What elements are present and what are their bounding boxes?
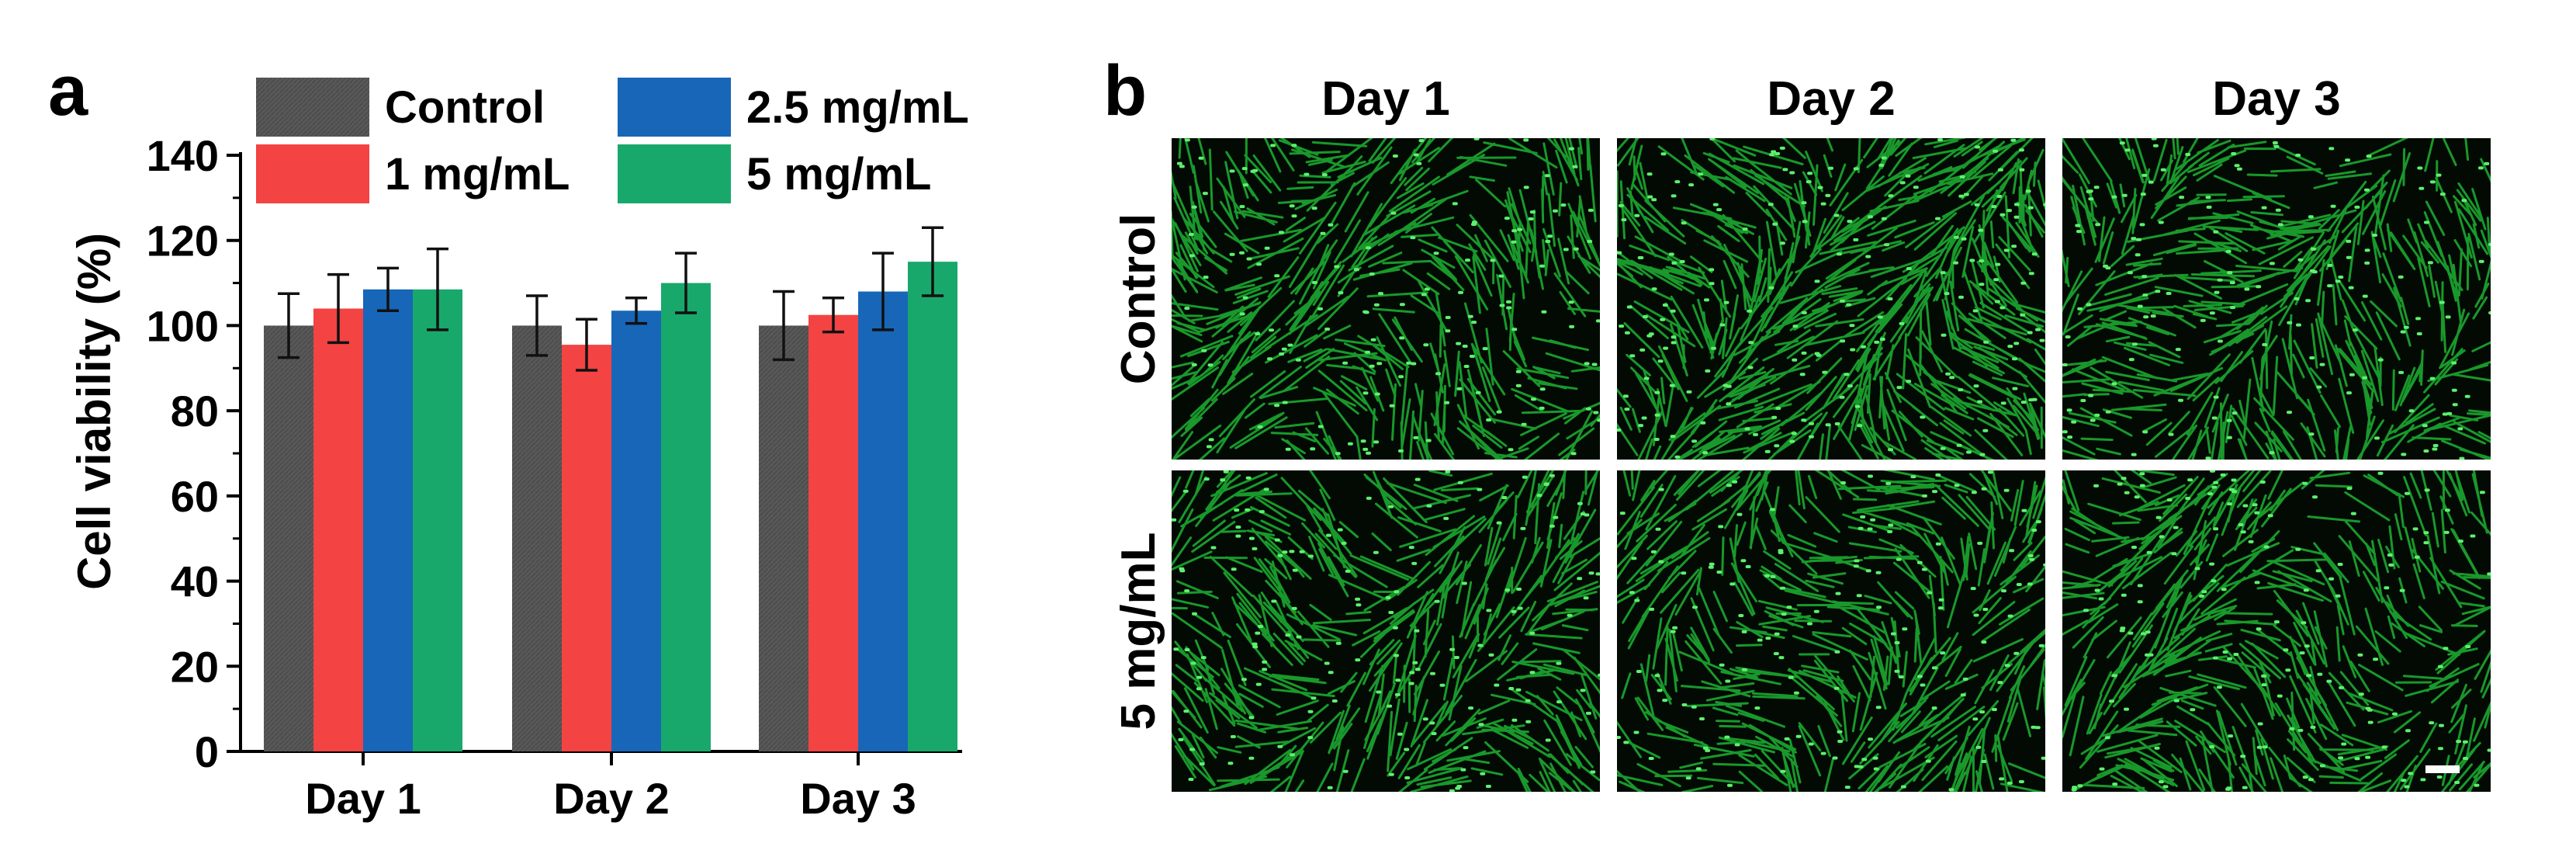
error-bar [427,247,448,331]
error-bar [773,290,795,362]
x-tick-label: Day 3 [800,774,916,823]
bar-5-mg-ml-day-1 [413,289,462,751]
legend-swatch [256,78,369,137]
cell-strokes [1172,470,1600,792]
error-bar [625,297,647,325]
plot-area: 0 20 40 60 80 100 120 140 Day 1 Day 2 Day 3 [147,131,962,823]
micrograph-cells [1172,138,1600,460]
bar-2-5-mg-ml-day-1 [363,289,413,751]
error-bar [327,272,349,345]
bar-control-day-2 [512,325,562,751]
bar-control-day-1 [264,325,313,751]
error-bar [278,292,299,359]
micrograph-5mg-day2 [1617,470,2045,792]
legend: Control 1 mg/mL 2.5 mg/mL 5 mg/mL [256,78,969,203]
cell-nuclei [2071,470,2491,792]
legend-label: 2.5 mg/mL [746,82,969,133]
x-tick-label: Day 2 [553,774,669,823]
legend-label: 1 mg/mL [385,149,570,200]
y-tick-label: 120 [147,217,219,265]
column-header: Day 1 [1321,72,1449,126]
legend-item: Control [256,78,545,137]
panel-a-label: a [48,51,88,130]
micrograph-5mg-day1 [1172,470,1600,792]
row-header: 5 mg/mL [1112,533,1165,730]
legend-swatch [618,78,731,137]
micrograph-cells [2062,138,2491,460]
error-bar [377,266,399,312]
legend-label: Control [385,82,545,133]
micrograph-cells [2062,470,2491,792]
y-tick-label: 80 [171,387,219,435]
y-tick-label: 60 [171,472,219,521]
micrograph-cells [1617,470,2045,792]
micrograph-grid: Day 1 Day 2 Day 3 Control 5 mg/mL [1112,72,2491,792]
y-tick-label: 100 [147,301,219,350]
cell-strokes [1617,138,2045,460]
y-tick-label: 0 [195,727,219,776]
cell-strokes [2062,470,2491,792]
row-header: Control [1112,213,1165,384]
bar-1-mg-ml-day-1 [313,308,363,751]
cell-nuclei [1617,138,2045,459]
error-bar [872,252,894,331]
column-header: Day 3 [2212,72,2340,126]
legend-label: 5 mg/mL [746,149,932,200]
y-tick-label: 20 [171,642,219,691]
micrograph-control-day2 [1617,138,2045,460]
bar-2-5-mg-ml-day-3 [858,291,908,751]
legend-item: 1 mg/mL [256,144,570,203]
bar-1-mg-ml-day-2 [562,345,611,752]
y-tick-label: 40 [171,557,219,606]
column-header: Day 2 [1767,72,1895,126]
legend-swatch [618,144,731,203]
micrograph-control-day1 [1172,138,1600,460]
error-bar [922,226,943,297]
cell-nuclei [1176,138,1600,456]
y-tick-label: 140 [147,131,219,180]
cell-nuclei [1617,470,2045,792]
panel-b: b Day 1 Day 2 Day 3 Control 5 mg/mL [1103,51,2491,792]
error-bar [675,252,697,314]
y-axis-label: Cell viability (%) [68,233,120,590]
cell-nuclei [1172,470,1600,792]
error-bar [822,297,844,334]
error-bar [526,294,548,357]
scale-bar [2425,765,2460,773]
panel-a: a Control 1 mg/mL 2.5 mg/mL 5 mg/mL Cell vi… [48,51,969,823]
cell-strokes [1617,470,2045,792]
micrograph-cells [1617,138,2045,460]
cell-nuclei [2062,138,2491,460]
panel-b-label: b [1103,51,1147,130]
micrograph-background [2062,138,2491,460]
legend-swatch [256,144,369,203]
bar-5-mg-ml-day-2 [661,283,711,752]
micrograph-5mg-day3 [2062,470,2491,792]
error-bar [576,317,597,372]
micrograph-cells [1172,470,1600,792]
micrograph-control-day3 [2062,138,2491,460]
bar-1-mg-ml-day-3 [808,314,858,751]
cell-strokes [1172,138,1600,460]
bar-2-5-mg-ml-day-2 [611,311,661,751]
bar-control-day-3 [759,325,808,751]
bar-5-mg-ml-day-3 [908,262,957,752]
legend-item: 5 mg/mL [618,144,932,203]
legend-item: 2.5 mg/mL [618,78,969,137]
x-tick-label: Day 1 [305,774,421,823]
